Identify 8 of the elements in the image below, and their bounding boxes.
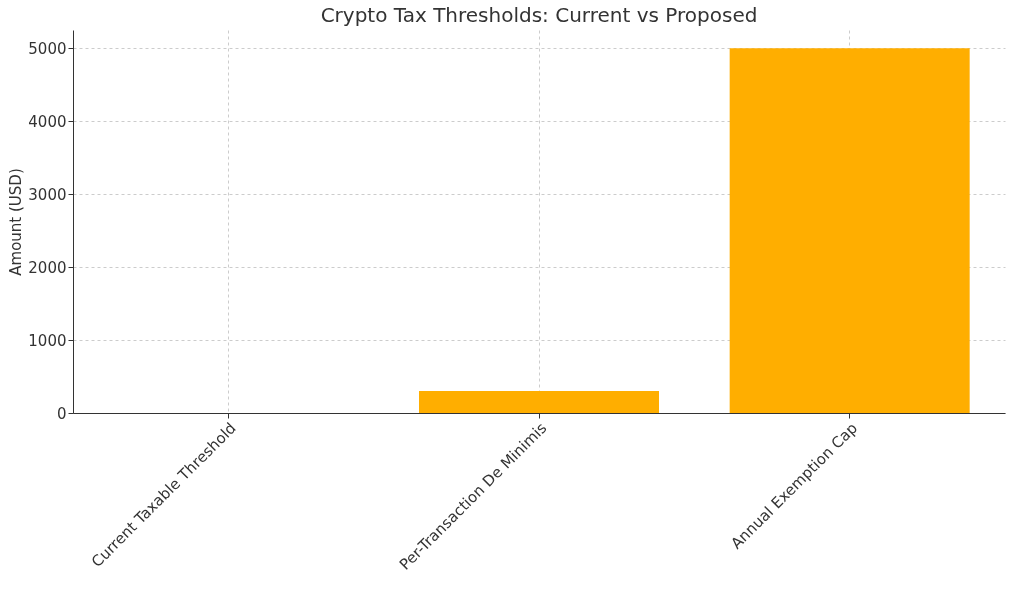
y-axis-title: Amount (USD)	[7, 168, 26, 276]
y-tick-label: 3000	[28, 185, 67, 204]
y-tick-label: 1000	[28, 331, 67, 350]
chart-title: Crypto Tax Thresholds: Current vs Proposed	[320, 3, 758, 27]
y-tick-label: 5000	[28, 39, 67, 58]
y-tick-label: 2000	[28, 258, 67, 277]
y-tick-label: 0	[56, 404, 67, 423]
y-tick-label: 4000	[28, 112, 67, 131]
